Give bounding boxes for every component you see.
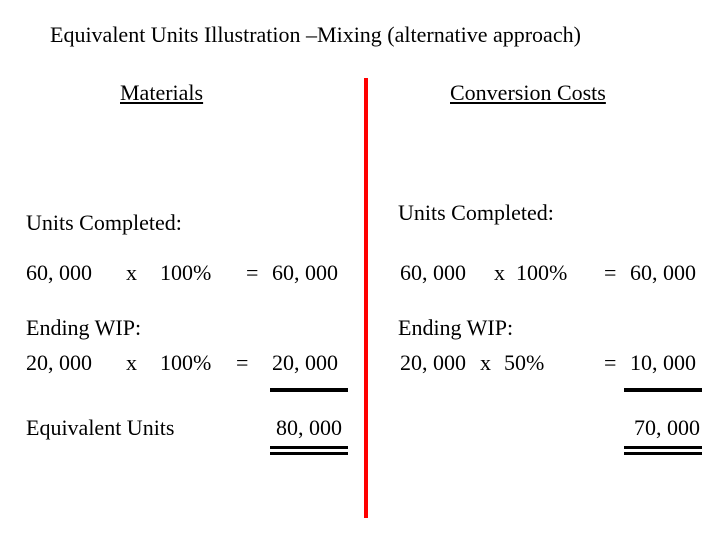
materials-row1-times: x — [126, 260, 137, 286]
materials-total-rule-top — [270, 446, 348, 449]
materials-total-rule-bottom — [270, 452, 348, 455]
materials-row2-units: 20, 000 — [26, 350, 92, 376]
conversion-row1-percent: 100% — [516, 260, 567, 286]
conversion-total-rule-bottom — [624, 452, 702, 455]
materials-row2-result: 20, 000 — [272, 350, 338, 376]
conversion-header: Conversion Costs — [450, 80, 606, 106]
materials-equivalent-units-label: Equivalent Units — [26, 415, 174, 441]
materials-row2-times: x — [126, 350, 137, 376]
conversion-row2-times: x — [480, 350, 491, 376]
conversion-total: 70, 000 — [634, 415, 700, 441]
conversion-row1-times: x — [494, 260, 505, 286]
materials-subtotal-rule — [270, 388, 348, 392]
conversion-row2-equals: = — [604, 350, 616, 376]
materials-total: 80, 000 — [276, 415, 342, 441]
materials-row1-equals: = — [246, 260, 258, 286]
conversion-row1-result: 60, 000 — [630, 260, 696, 286]
vertical-divider — [364, 78, 368, 518]
materials-row1-units: 60, 000 — [26, 260, 92, 286]
materials-header: Materials — [120, 80, 203, 106]
materials-row1-percent: 100% — [160, 260, 211, 286]
materials-row2-percent: 100% — [160, 350, 211, 376]
slide: Equivalent Units Illustration –Mixing (a… — [0, 0, 720, 540]
conversion-ending-wip-label: Ending WIP: — [398, 315, 513, 341]
conversion-row2-result: 10, 000 — [630, 350, 696, 376]
materials-row2-equals: = — [236, 350, 248, 376]
materials-ending-wip-label: Ending WIP: — [26, 315, 141, 341]
materials-units-completed-label: Units Completed: — [26, 210, 182, 236]
conversion-row1-equals: = — [604, 260, 616, 286]
slide-title: Equivalent Units Illustration –Mixing (a… — [50, 22, 690, 48]
conversion-total-rule-top — [624, 446, 702, 449]
conversion-subtotal-rule — [624, 388, 702, 392]
materials-row1-result: 60, 000 — [272, 260, 338, 286]
conversion-row2-units: 20, 000 — [400, 350, 466, 376]
conversion-row1-units: 60, 000 — [400, 260, 466, 286]
conversion-row2-percent: 50% — [504, 350, 544, 376]
conversion-units-completed-label: Units Completed: — [398, 200, 554, 226]
